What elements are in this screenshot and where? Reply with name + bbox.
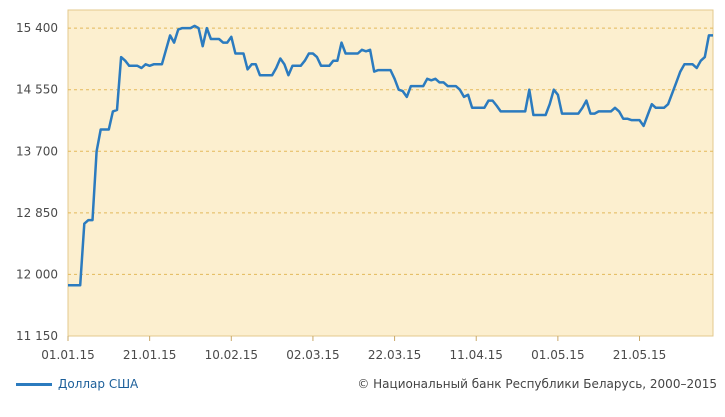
x-axis-ticks: 01.01.15 21.01.15 10.02.15 02.03.15 22.03.15… [41, 336, 666, 362]
y-tick-label: 12 850 [16, 206, 58, 220]
x-tick-label: 10.02.15 [205, 348, 258, 362]
y-axis-ticks: 11 150 12 000 12 850 13 700 14 550 15 400 [16, 21, 58, 343]
legend-swatch [16, 382, 52, 386]
series-line-usd [68, 24, 713, 287]
y-tick-label: 13 700 [16, 144, 58, 158]
legend: Доллар США [16, 377, 138, 391]
chart: 11 150 12 000 12 850 13 700 14 550 15 400 01.… [16, 9, 714, 362]
x-tick-label: 01.05.15 [531, 348, 584, 362]
y-tick-label: 15 400 [16, 21, 58, 35]
x-tick-label: 01.01.15 [41, 348, 94, 362]
x-tick-label: 02.03.15 [286, 348, 339, 362]
x-tick-label: 21.05.15 [613, 348, 666, 362]
y-tick-label: 14 550 [16, 83, 58, 97]
x-tick-label: 21.01.15 [123, 348, 176, 362]
x-tick-label: 11.04.15 [450, 348, 503, 362]
y-tick-label: 12 000 [16, 267, 58, 281]
plot-area [67, 9, 714, 337]
y-tick-label: 11 150 [16, 329, 58, 343]
series-layer [68, 24, 713, 287]
x-tick-label: 22.03.15 [368, 348, 421, 362]
legend-label: Доллар США [58, 377, 139, 391]
copyright-text: © Национальный банк Республики Беларусь,… [357, 377, 717, 391]
